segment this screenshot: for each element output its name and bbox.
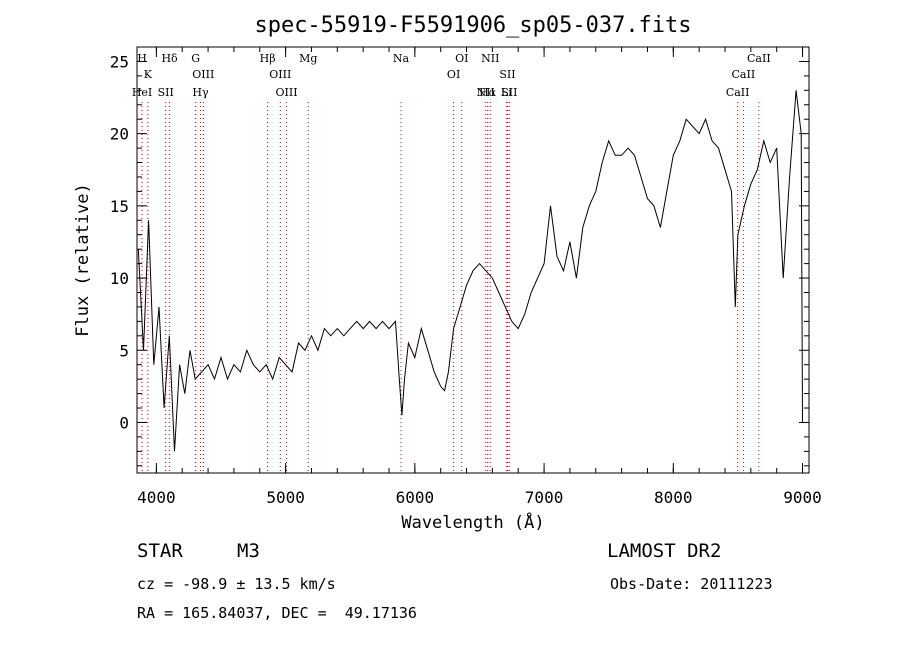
plot-frame xyxy=(136,46,810,474)
line-marker-label: G xyxy=(191,52,200,65)
line-marker-label: SII xyxy=(158,86,174,99)
y-axis-label: Flux (relative) xyxy=(73,183,93,337)
line-marker-label: OIII xyxy=(269,68,291,81)
x-tick-label: 5000 xyxy=(266,488,305,507)
line-marker-label: H xyxy=(137,52,147,65)
y-tick-label: 0 xyxy=(119,413,129,432)
redshift-velocity-text: cz = -98.9 ± 13.5 km/s xyxy=(137,575,336,593)
line-marker-label: Mg xyxy=(299,52,317,65)
y-tick-label: 20 xyxy=(110,125,129,144)
x-tick-label: 4000 xyxy=(137,488,176,507)
line-marker-label: Hα xyxy=(479,86,497,99)
line-marker-label: SII xyxy=(501,86,517,99)
line-marker-label: CaII xyxy=(732,68,756,81)
line-marker-label: OIII xyxy=(192,68,214,81)
axes-layer: 4000 5000 6000 7000 8000 9000 0 5 10 15 20 25 xyxy=(110,47,822,507)
x-tick-label: 9000 xyxy=(783,488,822,507)
line-marker-label: Li xyxy=(501,86,512,99)
chart-title: spec-55919-F5591906_sp05-037.fits xyxy=(254,13,691,38)
coordinates-text: RA = 165.84037, DEC = 49.17136 xyxy=(137,604,417,622)
line-marker-label: NII xyxy=(477,86,495,99)
line-marker-label: OI xyxy=(447,68,460,81)
x-tick-label: 6000 xyxy=(396,488,435,507)
y-tick-label: 10 xyxy=(110,269,129,288)
spectrum-series-line xyxy=(137,90,803,452)
object-subclass-label: M3 xyxy=(237,540,260,562)
x-tick-label: 7000 xyxy=(525,488,564,507)
object-class-label: STAR xyxy=(137,540,183,562)
x-tick-label: 8000 xyxy=(654,488,693,507)
y-tick-label: 15 xyxy=(110,197,129,216)
line-marker-label: K xyxy=(144,68,153,81)
line-marker-label: SII xyxy=(499,68,515,81)
line-marker-label: Na xyxy=(393,52,410,65)
x-axis-label: Wavelength (Å) xyxy=(401,511,544,533)
line-marker-label: Hβ xyxy=(260,52,276,65)
line-marker-label: OI xyxy=(455,52,468,65)
line-marker-label: NII xyxy=(481,52,499,65)
line-marker-label: Hγ xyxy=(192,86,209,99)
y-tick-label: 5 xyxy=(119,341,129,360)
line-marker-label: OIII xyxy=(275,86,297,99)
line-marker-label: CaII xyxy=(726,86,750,99)
line-marker-label: HeI xyxy=(132,86,152,99)
line-marker-label: Hδ xyxy=(161,52,178,65)
observation-date-text: Obs-Date: 20111223 xyxy=(610,575,773,593)
survey-label: LAMOST DR2 xyxy=(607,540,722,562)
y-tick-label: 25 xyxy=(110,52,129,71)
line-marker-label: CaII xyxy=(747,52,771,65)
